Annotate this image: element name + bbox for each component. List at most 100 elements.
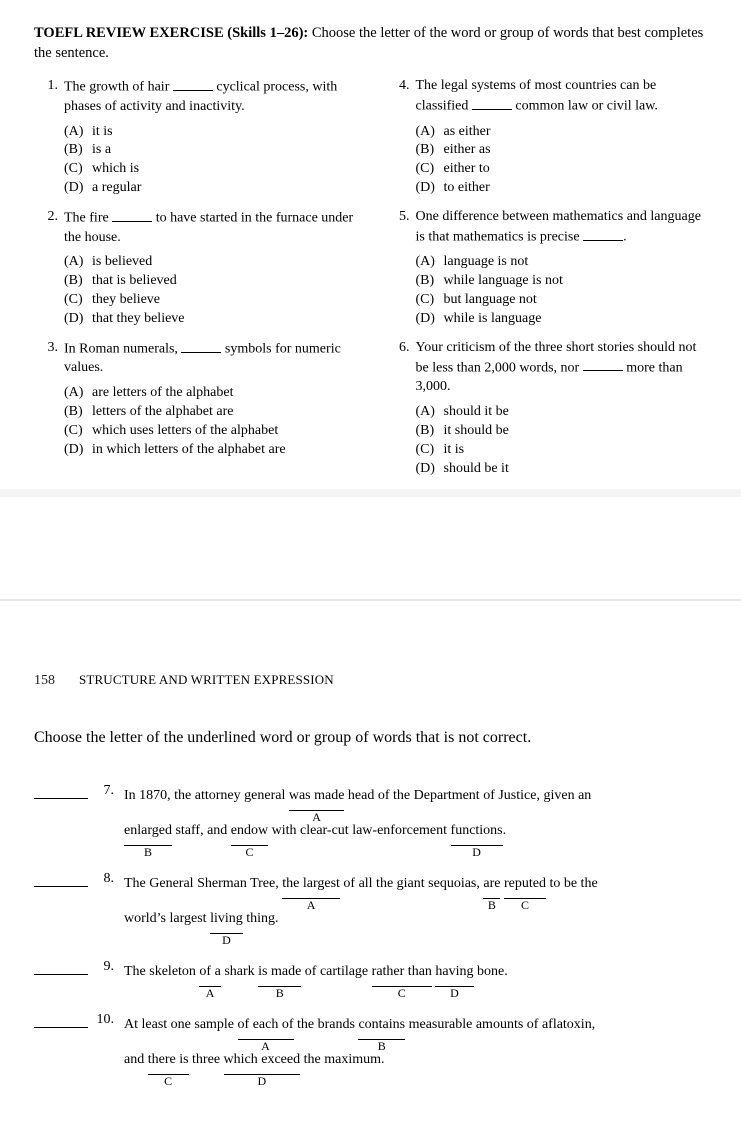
question-number: 2. [34,208,64,329]
section-title: STRUCTURE AND WRITTEN EXPRESSION [79,671,334,689]
error-item-text: At least one sample of each ofA the bran… [124,1011,707,1075]
option[interactable]: (B)letters of the alphabet are [64,403,356,422]
question-stem: One difference between mathematics and l… [416,208,708,247]
page2-running-head: 158 STRUCTURE AND WRITTEN EXPRESSION [34,671,707,691]
option[interactable]: (A)as either [416,123,708,142]
question-number: 1. [34,77,64,198]
option[interactable]: (D)while is language [416,310,708,329]
answer-blank[interactable] [34,784,88,799]
question-stem: The legal systems of most countries can … [416,77,708,116]
options: (A)it is(B)is a(C)which is(D)a regular [64,123,356,199]
error-item-text: The General Sherman Tree, the largestA o… [124,870,707,934]
underlined-choice[interactable]: which exceedD [224,1046,301,1075]
options: (A)are letters of the alphabet(B)letters… [64,384,356,460]
error-item: 9.The skeleton of aA shark is madeB of c… [34,958,707,987]
exercise-header: TOEFL REVIEW EXERCISE (Skills 1–26): Cho… [34,24,707,63]
question: 4.The legal systems of most countries ca… [386,77,708,198]
error-item: 10.At least one sample of each ofA the b… [34,1011,707,1075]
option[interactable]: (C)it is [416,441,708,460]
blank [583,358,623,372]
option-letter: (A) [416,253,444,272]
option-text: it is [92,123,113,142]
options: (A)should it be(B)it should be(C)it is(D… [416,403,708,479]
option-text: is a [92,141,111,160]
option[interactable]: (D)in which letters of the alphabet are [64,441,356,460]
underlined-choice[interactable]: the largestA [282,870,340,899]
question-stem: Your criticism of the three short storie… [416,339,708,397]
blank [112,208,152,222]
option-text: that they believe [92,310,185,329]
question: 1.The growth of hair cyclical process, w… [34,77,356,198]
choice-label: C [504,898,546,911]
underlined-choice[interactable]: was madeA [289,782,345,811]
underlined-choice[interactable]: is madeB [258,958,301,987]
underlined-choice[interactable]: areB [483,870,500,899]
underlined-choice[interactable]: endowC [231,817,268,846]
answer-blank[interactable] [34,960,88,975]
choice-label: B [124,845,172,858]
question-body: The growth of hair cyclical process, wit… [64,77,356,198]
underlined-choice[interactable]: enlargedB [124,817,172,846]
option[interactable]: (A)are letters of the alphabet [64,384,356,403]
answer-blank[interactable] [34,1013,88,1028]
option-text: language is not [444,253,529,272]
option[interactable]: (A)should it be [416,403,708,422]
option[interactable]: (A)it is [64,123,356,142]
options: (A)is believed(B)that is believed(C)they… [64,253,356,329]
option[interactable]: (A)is believed [64,253,356,272]
option[interactable]: (B)either as [416,141,708,160]
underlined-choice[interactable]: havingD [435,958,473,987]
choice-label: D [435,986,473,999]
option[interactable]: (C)but language not [416,291,708,310]
option-text: either as [444,141,491,160]
option-letter: (A) [416,123,444,142]
option-text: in which letters of the alphabet are [92,441,286,460]
option-text: either to [444,160,490,179]
options: (A)language is not(B)while language is n… [416,253,708,329]
option-letter: (D) [416,460,444,479]
option[interactable]: (D)that they believe [64,310,356,329]
question-body: One difference between mathematics and l… [416,208,708,329]
choice-label: A [289,810,345,823]
question-stem: The growth of hair cyclical process, wit… [64,77,356,116]
option-letter: (A) [64,253,92,272]
error-item-number: 10. [90,1011,124,1075]
underlined-choice[interactable]: there isC [148,1046,189,1075]
error-item-text: In 1870, the attorney general was madeA … [124,782,707,846]
error-item-number: 7. [90,782,124,846]
page2-instructions: Choose the letter of the underlined word… [34,727,707,749]
option-letter: (C) [64,291,92,310]
underlined-choice[interactable]: reputedC [504,870,546,899]
option-letter: (D) [416,179,444,198]
underlined-choice[interactable]: of aA [199,958,220,987]
option[interactable]: (C)either to [416,160,708,179]
underlined-choice[interactable]: of each ofA [238,1011,294,1040]
option-text: they believe [92,291,160,310]
page-top: TOEFL REVIEW EXERCISE (Skills 1–26): Cho… [0,0,741,631]
underlined-choice[interactable]: livingD [210,905,243,934]
option[interactable]: (B)while language is not [416,272,708,291]
option[interactable]: (C)which uses letters of the alphabet [64,422,356,441]
option[interactable]: (C)they believe [64,291,356,310]
option[interactable]: (D)to either [416,179,708,198]
question-body: The fire to have started in the furnace … [64,208,356,329]
option-text: should it be [444,403,509,422]
option-text: while language is not [444,272,563,291]
choice-label: B [258,986,301,999]
underlined-choice[interactable]: containsB [358,1011,405,1040]
option-letter: (B) [416,141,444,160]
option[interactable]: (D)should be it [416,460,708,479]
question-body: Your criticism of the three short storie… [416,339,708,479]
answer-blank[interactable] [34,872,88,887]
option-text: are letters of the alphabet [92,384,233,403]
underlined-choice[interactable]: functionsD [451,817,503,846]
option[interactable]: (D)a regular [64,179,356,198]
underlined-choice[interactable]: rather thanC [372,958,432,987]
question-stem: In Roman numerals, symbols for numeric v… [64,339,356,378]
page-break [0,489,741,601]
option[interactable]: (B)is a [64,141,356,160]
option[interactable]: (A)language is not [416,253,708,272]
option[interactable]: (B)that is believed [64,272,356,291]
option[interactable]: (B)it should be [416,422,708,441]
option[interactable]: (C)which is [64,160,356,179]
